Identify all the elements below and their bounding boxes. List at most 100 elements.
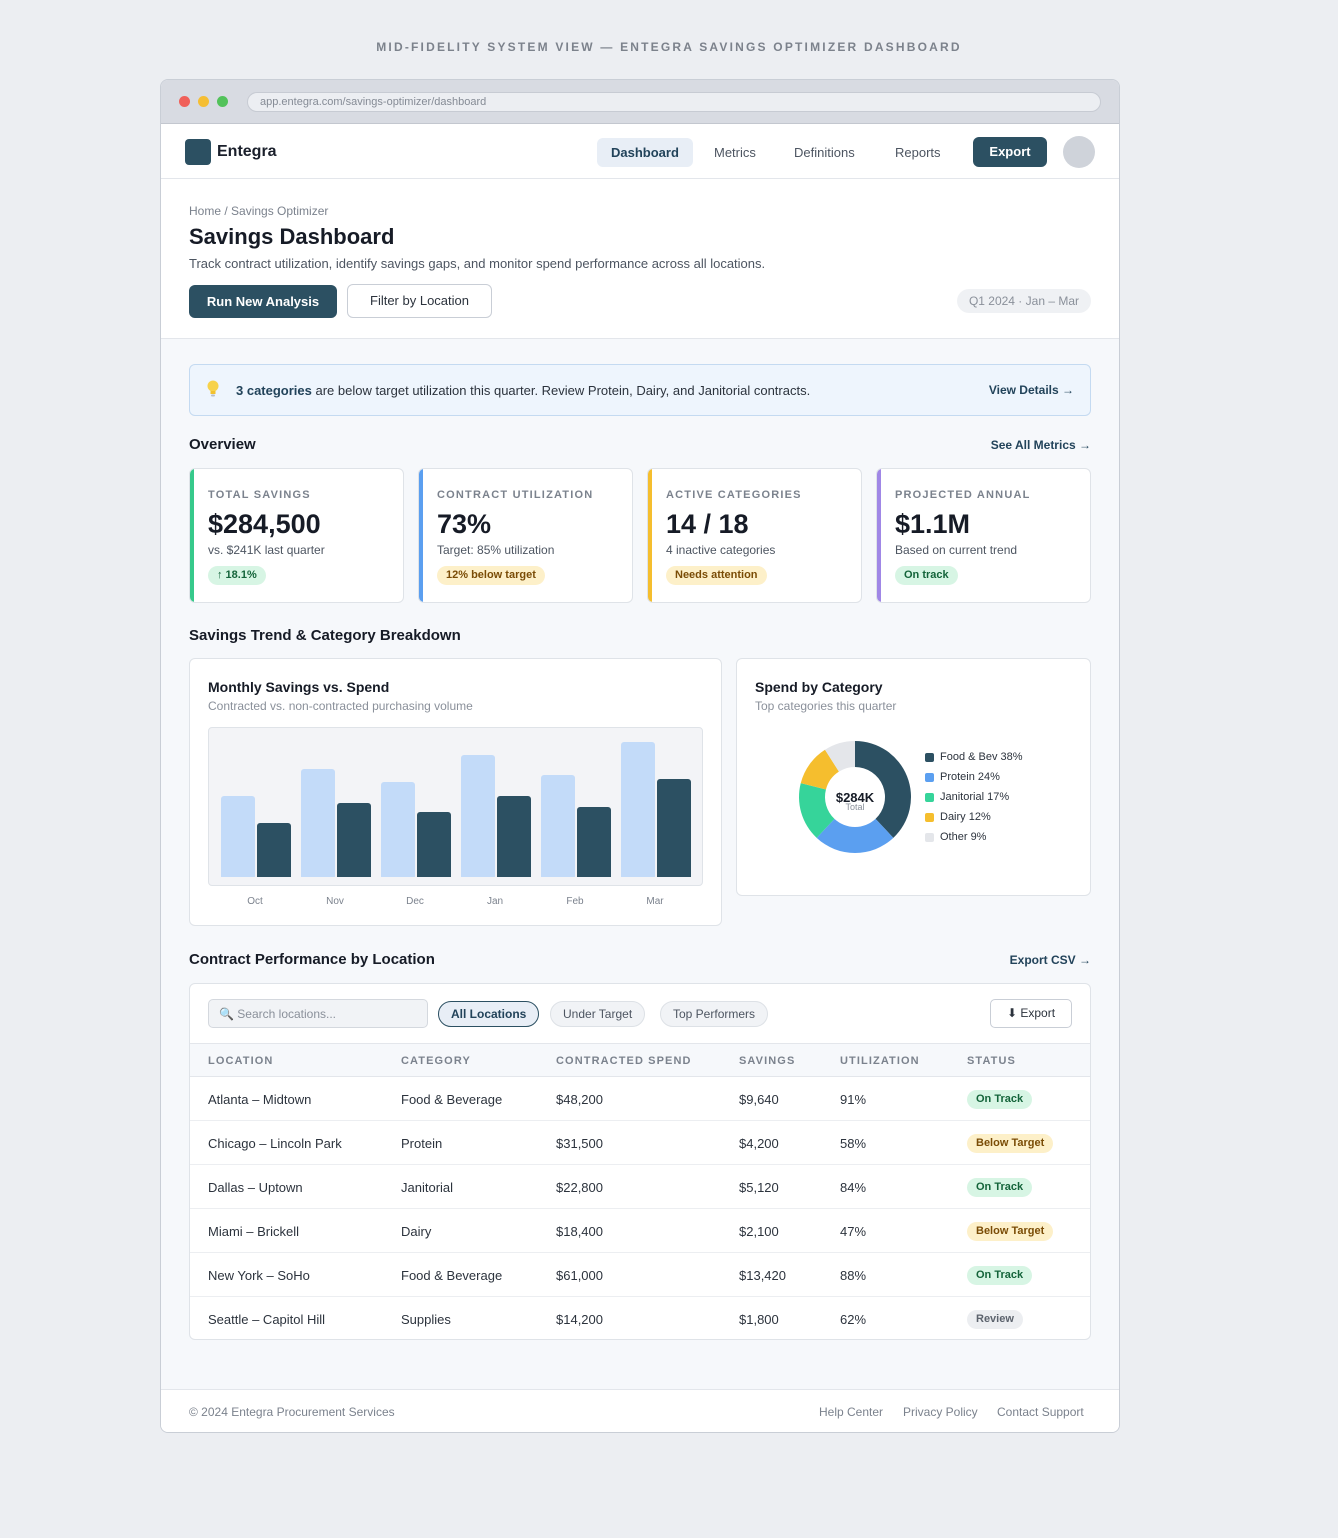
legend-item: Other 9%	[925, 827, 1023, 847]
legend-label: Food & Bev 38%	[940, 751, 1023, 763]
col-status[interactable]: STATUS	[967, 1055, 1016, 1067]
page-title: Savings Dashboard	[189, 224, 395, 249]
legend-item: Janitorial 17%	[925, 787, 1023, 807]
bar-nov-series-2[interactable]	[337, 802, 371, 877]
footer-contact-support[interactable]: Contact Support	[997, 1405, 1084, 1419]
chip-under-target[interactable]: Under Target	[550, 1001, 646, 1027]
breadcrumb[interactable]: Home / Savings Optimizer	[189, 204, 329, 218]
donut-slice-1[interactable]	[855, 741, 911, 838]
table-row[interactable]: Atlanta – Midtown Food & Beverage $48,200 $…	[190, 1077, 1090, 1121]
x-tick-label: Oct	[247, 896, 263, 907]
kpi-card-projected-annual[interactable]: PROJECTED ANNUAL $1.1M Based on current tr…	[876, 468, 1091, 603]
nav-reports[interactable]: Reports	[895, 145, 941, 160]
table-row[interactable]: New York – SoHo Food & Beverage $61,000 $13…	[190, 1253, 1090, 1297]
kpi-label: TOTAL SAVINGS	[208, 489, 311, 501]
bar-nov-series-1[interactable]	[301, 768, 335, 877]
x-tick-label: Mar	[646, 896, 664, 907]
lightbulb-icon	[206, 380, 220, 403]
cell-category: Supplies	[401, 1312, 451, 1327]
logo-text[interactable]: Entegra	[217, 143, 277, 160]
donut-chart-card: Spend by Category Top categories this qu…	[736, 658, 1091, 896]
col-utilization[interactable]: UTILIZATION	[840, 1055, 920, 1067]
close-window-icon[interactable]	[179, 96, 190, 107]
see-all-metrics-link[interactable]: See All Metrics →	[990, 438, 1091, 452]
bar-oct-series-2[interactable]	[257, 822, 291, 877]
nav-definitions[interactable]: Definitions	[794, 145, 855, 160]
status-badge: Below Target	[967, 1134, 1054, 1153]
bar-feb-series-1[interactable]	[541, 775, 575, 877]
page-header: Home / Savings Optimizer Savings Dashboa…	[161, 179, 1119, 339]
footer-help-center[interactable]: Help Center	[819, 1405, 884, 1419]
alert-message: 3 categories are below target utilizatio…	[236, 383, 810, 398]
kpi-value: $284,500	[208, 509, 321, 539]
table-row[interactable]: Dallas – Uptown Janitorial $22,800 $5,120 84…	[190, 1165, 1090, 1209]
search-input[interactable]: 🔍 Search locations...	[208, 999, 428, 1028]
bar-chart-title: Monthly Savings vs. Spend	[208, 679, 390, 695]
kpi-card-active-categories[interactable]: ACTIVE CATEGORIES 14 / 18 4 inactive categ…	[647, 468, 862, 603]
alert-text: are below target utilization this quarte…	[311, 383, 811, 398]
address-bar[interactable]: app.entegra.com/savings-optimizer/dashbo…	[247, 92, 1101, 112]
chip-top-performers[interactable]: Top Performers	[660, 1001, 769, 1027]
chip-all-locations[interactable]: All Locations	[438, 1001, 540, 1027]
table-row[interactable]: Chicago – Lincoln Park Protein $31,500 $4,2…	[190, 1121, 1090, 1165]
cell-spend: $48,200	[556, 1092, 603, 1107]
legend-swatch	[925, 752, 934, 762]
cell-utilization: 84%	[840, 1180, 867, 1195]
cell-spend: $18,400	[556, 1224, 603, 1239]
kpi-card-contract-utilization[interactable]: CONTRACT UTILIZATION 73% Target: 85% utili…	[418, 468, 633, 603]
cell-savings: $2,100	[739, 1224, 779, 1239]
nav-metrics[interactable]: Metrics	[714, 145, 756, 160]
bar-oct-series-1[interactable]	[221, 795, 255, 877]
table-row[interactable]: Miami – Brickell Dairy $18,400 $2,100 47% Bel…	[190, 1209, 1090, 1253]
cell-savings: $1,800	[739, 1312, 779, 1327]
copyright: © 2024 Entegra Procurement Services	[189, 1405, 395, 1419]
col-location[interactable]: LOCATION	[208, 1055, 274, 1067]
col-category[interactable]: CATEGORY	[401, 1055, 471, 1067]
donut-center-label: Total	[845, 802, 865, 812]
donut-slice-4[interactable]	[800, 749, 839, 790]
export-csv-link[interactable]: Export CSV →	[1009, 953, 1091, 967]
x-tick-label: Jan	[486, 896, 504, 907]
avatar[interactable]	[1063, 136, 1095, 168]
kpi-accent-bar	[419, 469, 423, 602]
kpi-subtext: vs. $241K last quarter	[208, 543, 325, 557]
donut-slice-5[interactable]	[824, 741, 855, 772]
col-contracted-spend[interactable]: CONTRACTED SPEND	[556, 1055, 692, 1067]
bar-jan-series-1[interactable]	[461, 755, 495, 877]
table-row[interactable]: Seattle – Capitol Hill Supplies $14,200 $1,…	[190, 1297, 1090, 1339]
donut-chart	[799, 741, 911, 853]
bar-jan-series-2[interactable]	[497, 795, 531, 877]
run-analysis-button[interactable]: Run New Analysis	[189, 285, 337, 318]
table-export-button[interactable]: ⬇ Export	[990, 999, 1072, 1028]
bar-dec-series-1[interactable]	[381, 782, 415, 877]
bar-mar-series-1[interactable]	[621, 741, 655, 877]
export-button[interactable]: Export	[973, 137, 1047, 167]
minimize-window-icon[interactable]	[198, 96, 209, 107]
page-subtitle: Track contract utilization, identify sav…	[189, 256, 766, 271]
table-header: LOCATION CATEGORY CONTRACTED SPEND SAVIN…	[190, 1043, 1090, 1077]
table-section-title: Contract Performance by Location	[189, 951, 435, 968]
bar-feb-series-2[interactable]	[577, 806, 611, 877]
kpi-card-total-savings[interactable]: TOTAL SAVINGS $284,500 vs. $241K last quar…	[189, 468, 404, 603]
legend-label: Janitorial 17%	[940, 791, 1010, 803]
filter-location-button[interactable]: Filter by Location	[347, 284, 492, 318]
donut-slice-3[interactable]	[799, 783, 835, 838]
bar-mar-series-2[interactable]	[657, 779, 691, 877]
legend-swatch	[925, 832, 934, 842]
bar-dec-series-2[interactable]	[417, 811, 451, 877]
cell-utilization: 88%	[840, 1268, 867, 1283]
donut-slice-2[interactable]	[816, 818, 894, 853]
bar-chart-card: Monthly Savings vs. Spend Contracted vs.…	[189, 658, 722, 926]
col-savings[interactable]: SAVINGS	[739, 1055, 796, 1067]
kpi-badge: On track	[895, 566, 958, 585]
legend-item: Food & Bev 38%	[925, 747, 1023, 767]
status-badge: On Track	[967, 1178, 1033, 1197]
footer-privacy-policy[interactable]: Privacy Policy	[903, 1405, 978, 1419]
bar-chart-subtitle: Contracted vs. non-contracted purchasing…	[208, 699, 473, 713]
nav-dashboard[interactable]: Dashboard	[597, 138, 693, 167]
cell-category: Food & Beverage	[401, 1092, 503, 1107]
kpi-value: $1.1M	[895, 509, 971, 539]
maximize-window-icon[interactable]	[217, 96, 228, 107]
view-details-link[interactable]: View Details →	[988, 383, 1074, 397]
donut-chart-title: Spend by Category	[755, 679, 883, 695]
